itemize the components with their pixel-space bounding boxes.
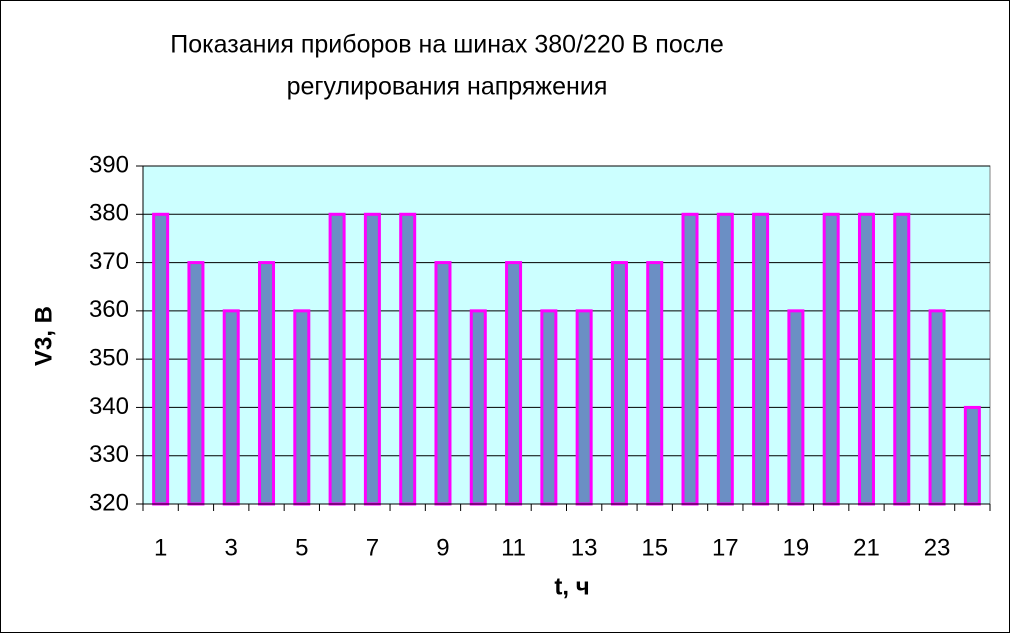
bar [328,212,346,506]
y-tick-label: 370 [89,248,129,275]
y-axis-title: V3, В [30,306,57,366]
bar [610,261,628,506]
x-tick-label: 9 [436,534,449,561]
chart-title: регулирования напряжения [287,73,608,101]
bar [293,309,311,506]
bar [681,212,699,506]
bar [928,309,946,506]
y-tick-label: 390 [89,151,129,178]
chart-title: Показания приборов на шинах 380/220 В по… [170,31,723,59]
x-tick-label: 5 [295,534,308,561]
x-tick-label: 15 [641,534,668,561]
bar [857,212,875,506]
bar [469,309,487,506]
plot-area [142,165,991,505]
bar [646,261,664,506]
y-tick-label: 350 [89,344,129,371]
bar [752,212,770,506]
x-tick-label: 23 [924,534,951,561]
bar [505,261,523,506]
bar [222,309,240,506]
x-tick-label: 3 [225,534,238,561]
x-tick-label: 11 [501,534,526,561]
x-tick-label: 21 [853,534,880,561]
bar [822,212,840,506]
x-axis-title: t, ч [554,573,589,600]
x-tick-label: 17 [712,534,739,561]
bar [399,212,417,506]
bar [540,309,558,506]
bar [152,212,170,506]
y-tick-label: 320 [89,489,129,516]
x-tick-label: 13 [571,534,598,561]
y-tick-label: 380 [89,200,129,227]
bar [187,261,205,506]
bar [434,261,452,506]
bar [716,212,734,506]
bar [787,309,805,506]
x-tick-label: 19 [783,534,810,561]
bar [363,212,381,506]
x-tick-label: 1 [154,534,167,561]
bar [963,405,981,506]
x-tick-label: 7 [366,534,379,561]
bar [258,261,276,506]
bar [575,309,593,506]
y-tick-label: 340 [89,393,129,420]
y-tick-label: 360 [89,296,129,323]
bar [893,212,911,506]
y-tick-label: 330 [89,441,129,468]
